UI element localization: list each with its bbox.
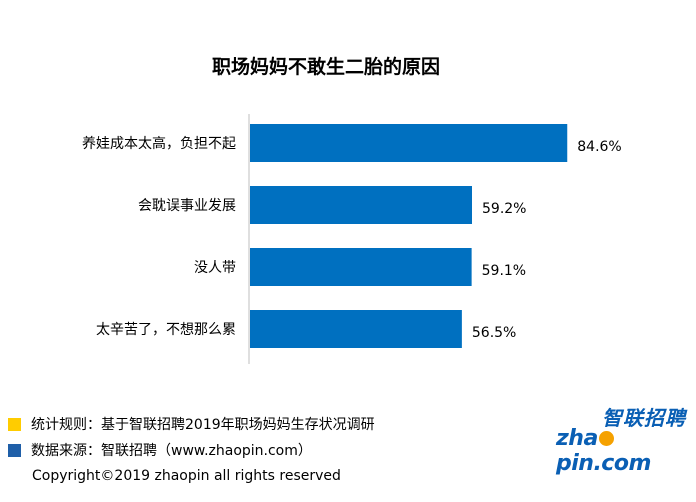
blue-square-icon — [8, 443, 21, 457]
logo-en-part: zha — [556, 426, 598, 451]
data-label: 84.6% — [577, 139, 621, 155]
data-label: 56.5% — [472, 325, 516, 341]
category-label: 没人带 — [194, 260, 236, 276]
bar-2 — [250, 186, 472, 224]
data-label: 59.1% — [482, 263, 526, 279]
category-label: 太辛苦了，不想那么累 — [96, 322, 236, 338]
note-text: 数据来源：智联招聘（www.zhaopin.com） — [31, 443, 312, 459]
logo-orange-dot-icon: o — [598, 431, 614, 446]
bar-3 — [250, 248, 472, 286]
category-label: 养娃成本太高，负担不起 — [82, 135, 236, 152]
bar-1 — [250, 124, 568, 162]
yellow-square-icon — [8, 417, 21, 431]
bar-4 — [250, 310, 462, 348]
copyright-text: Copyright©2019 zhaopin all rights reserv… — [32, 468, 341, 484]
note-data-source: 数据来源：智联招聘（www.zhaopin.com） — [8, 440, 312, 460]
chart-title: 职场妈妈不敢生二胎的原因 — [212, 55, 440, 78]
bar-chart: 职场妈妈不敢生二胎的原因 养娃成本太高，负担不起 84.6% 会耽误事业发展 59.2… — [82, 55, 622, 364]
logo-en-part: pin.com — [556, 451, 651, 476]
category-label: 会耽误事业发展 — [138, 198, 236, 214]
note-statistics-rule: 统计规则：基于智联招聘2019年职场妈妈生存状况调研 — [8, 414, 375, 434]
logo-chinese-text: 智联招聘 — [602, 406, 686, 430]
note-text: 统计规则：基于智联招聘2019年职场妈妈生存状况调研 — [31, 417, 375, 433]
data-label: 59.2% — [482, 201, 526, 217]
zhaopin-logo: 智联招聘 zhao pin.com — [556, 402, 690, 476]
logo-english-text: zhao pin.com — [556, 426, 690, 476]
